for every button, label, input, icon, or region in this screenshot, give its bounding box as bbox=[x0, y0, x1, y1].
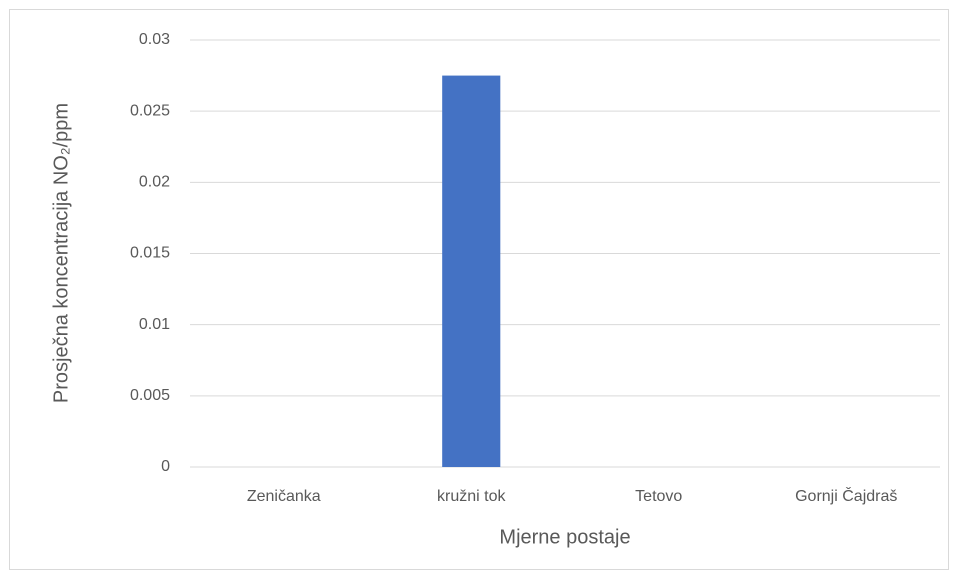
x-tick-label: Tetovo bbox=[635, 488, 682, 505]
y-tick-label: 0.03 bbox=[139, 31, 170, 48]
x-tick-label: Gornji Čajdraš bbox=[795, 486, 897, 505]
bar bbox=[442, 75, 501, 467]
y-tick-label: 0.02 bbox=[139, 174, 170, 191]
x-axis-title: Mjerne postaje bbox=[499, 526, 630, 548]
y-tick-label: 0 bbox=[161, 458, 170, 475]
y-tick-label: 0.01 bbox=[139, 316, 170, 333]
x-tick-label: kružni tok bbox=[437, 488, 506, 505]
y-tick-label: 0.025 bbox=[130, 102, 170, 119]
y-tick-label: 0.015 bbox=[130, 245, 170, 262]
x-tick-label: Zeničanka bbox=[247, 488, 321, 505]
y-tick-label: 0.005 bbox=[130, 387, 170, 404]
y-axis-title: Prosječna koncentracija NO₂/ppm bbox=[50, 103, 72, 403]
